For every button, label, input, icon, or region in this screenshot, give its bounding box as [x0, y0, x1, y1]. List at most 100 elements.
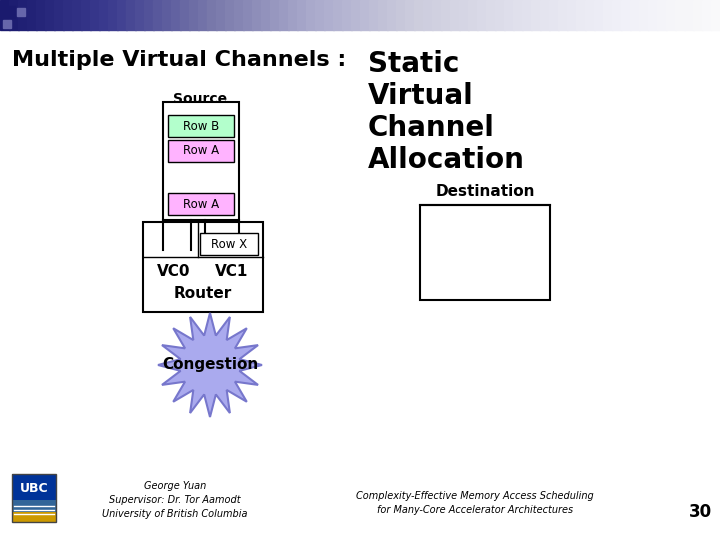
- Bar: [405, 0, 415, 30]
- Bar: [81, 0, 91, 30]
- Text: VC0: VC0: [157, 265, 191, 280]
- Bar: [234, 0, 244, 30]
- Bar: [261, 0, 271, 30]
- Text: 30: 30: [688, 503, 711, 521]
- Bar: [17, 8, 25, 16]
- Bar: [0, 0, 10, 30]
- Bar: [495, 0, 505, 30]
- Bar: [576, 0, 586, 30]
- Bar: [459, 0, 469, 30]
- Bar: [12, 474, 56, 502]
- Text: Destination: Destination: [436, 184, 535, 199]
- Bar: [486, 0, 496, 30]
- Bar: [477, 0, 487, 30]
- Bar: [45, 0, 55, 30]
- Bar: [324, 0, 334, 30]
- Bar: [117, 0, 127, 30]
- Bar: [711, 0, 720, 30]
- Bar: [171, 0, 181, 30]
- Text: Row B: Row B: [183, 119, 219, 132]
- Bar: [108, 0, 118, 30]
- Bar: [657, 0, 667, 30]
- Bar: [9, 0, 19, 30]
- Bar: [168, 193, 234, 215]
- Bar: [369, 0, 379, 30]
- Bar: [143, 222, 263, 312]
- Bar: [72, 0, 82, 30]
- Bar: [693, 0, 703, 30]
- Bar: [12, 474, 56, 522]
- Bar: [306, 0, 316, 30]
- Bar: [315, 0, 325, 30]
- Bar: [216, 0, 226, 30]
- Bar: [639, 0, 649, 30]
- Bar: [162, 0, 172, 30]
- Bar: [54, 0, 64, 30]
- Bar: [648, 0, 658, 30]
- Bar: [153, 0, 163, 30]
- Bar: [189, 0, 199, 30]
- Bar: [297, 0, 307, 30]
- Text: UBC: UBC: [19, 482, 48, 495]
- Bar: [612, 0, 622, 30]
- Bar: [126, 0, 136, 30]
- Polygon shape: [158, 313, 262, 417]
- Bar: [163, 102, 239, 220]
- Bar: [540, 0, 550, 30]
- Text: Router: Router: [174, 287, 232, 301]
- Bar: [36, 0, 46, 30]
- Bar: [225, 0, 235, 30]
- Bar: [513, 0, 523, 30]
- Bar: [441, 0, 451, 30]
- Bar: [63, 0, 73, 30]
- Bar: [3, 20, 11, 28]
- Bar: [450, 0, 460, 30]
- Bar: [135, 0, 145, 30]
- Bar: [630, 0, 640, 30]
- Bar: [168, 115, 234, 137]
- Bar: [270, 0, 280, 30]
- Bar: [333, 0, 343, 30]
- Bar: [18, 0, 28, 30]
- Bar: [666, 0, 676, 30]
- Text: Row X: Row X: [211, 238, 247, 251]
- Bar: [531, 0, 541, 30]
- Bar: [432, 0, 442, 30]
- Bar: [567, 0, 577, 30]
- Bar: [549, 0, 559, 30]
- Bar: [468, 0, 478, 30]
- Bar: [90, 0, 100, 30]
- Bar: [396, 0, 406, 30]
- Bar: [504, 0, 514, 30]
- Bar: [423, 0, 433, 30]
- Text: Virtual: Virtual: [368, 82, 474, 110]
- Bar: [180, 0, 190, 30]
- Text: Multiple Virtual Channels :: Multiple Virtual Channels :: [12, 50, 354, 70]
- Bar: [558, 0, 568, 30]
- Bar: [12, 512, 56, 522]
- Bar: [200, 233, 258, 255]
- Bar: [360, 0, 370, 30]
- Bar: [252, 0, 262, 30]
- Bar: [12, 500, 56, 514]
- Bar: [207, 0, 217, 30]
- Text: Allocation: Allocation: [368, 146, 525, 174]
- Bar: [387, 0, 397, 30]
- Bar: [378, 0, 388, 30]
- Bar: [3, 6, 15, 18]
- Bar: [342, 0, 352, 30]
- Text: Complexity-Effective Memory Access Scheduling
for Many-Core Accelerator Architec: Complexity-Effective Memory Access Sched…: [356, 491, 594, 515]
- Bar: [99, 0, 109, 30]
- Bar: [288, 0, 298, 30]
- Bar: [144, 0, 154, 30]
- Text: Row A: Row A: [183, 198, 219, 211]
- Text: VC1: VC1: [215, 265, 248, 280]
- Bar: [351, 0, 361, 30]
- Text: Congestion: Congestion: [162, 357, 258, 373]
- Text: Channel: Channel: [368, 114, 495, 142]
- Bar: [243, 0, 253, 30]
- Bar: [675, 0, 685, 30]
- Bar: [585, 0, 595, 30]
- Bar: [414, 0, 424, 30]
- Bar: [168, 140, 234, 162]
